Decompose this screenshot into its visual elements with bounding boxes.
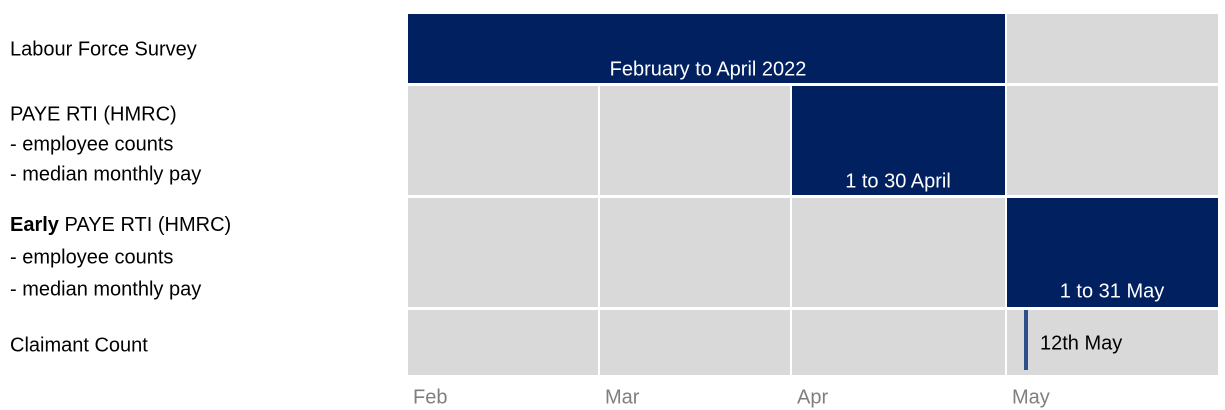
period-label: February to April 2022 (610, 58, 807, 80)
grid-cell (408, 86, 598, 195)
row-label: Early PAYE RTI (HMRC) (10, 214, 231, 236)
row-label: Labour Force Survey (10, 38, 197, 60)
row-detail: - median monthly pay (10, 278, 201, 300)
grid-cell (1007, 310, 1218, 375)
grid-cell (408, 198, 598, 307)
month-label: Feb (413, 386, 447, 408)
date-marker (1024, 310, 1028, 370)
row-label-bold: Early (10, 214, 60, 236)
row-label-text: PAYE RTI (HMRC) (65, 214, 232, 236)
grid-cell (792, 310, 1005, 375)
row-detail: - median monthly pay (10, 163, 201, 185)
grid-cell (1007, 14, 1218, 83)
month-label: May (1012, 386, 1050, 408)
period-block (792, 86, 1005, 195)
month-label: Mar (605, 386, 640, 408)
grid-cell (600, 86, 790, 195)
row-detail: - employee counts (10, 133, 173, 155)
grid-cell (600, 198, 790, 307)
period-label: 1 to 30 April (845, 170, 951, 192)
grid-cell (792, 198, 1005, 307)
grid-cell (600, 310, 790, 375)
grid-cell (1007, 86, 1218, 195)
month-label: Apr (797, 386, 828, 408)
grid-cell (408, 310, 598, 375)
period-label: 1 to 31 May (1060, 280, 1165, 302)
row-label: PAYE RTI (HMRC) (10, 103, 177, 125)
row-label: Claimant Count (10, 334, 148, 356)
period-block (408, 14, 1005, 83)
period-label: 12th May (1040, 332, 1122, 354)
period-block (1007, 198, 1218, 307)
row-detail: - employee counts (10, 246, 173, 268)
